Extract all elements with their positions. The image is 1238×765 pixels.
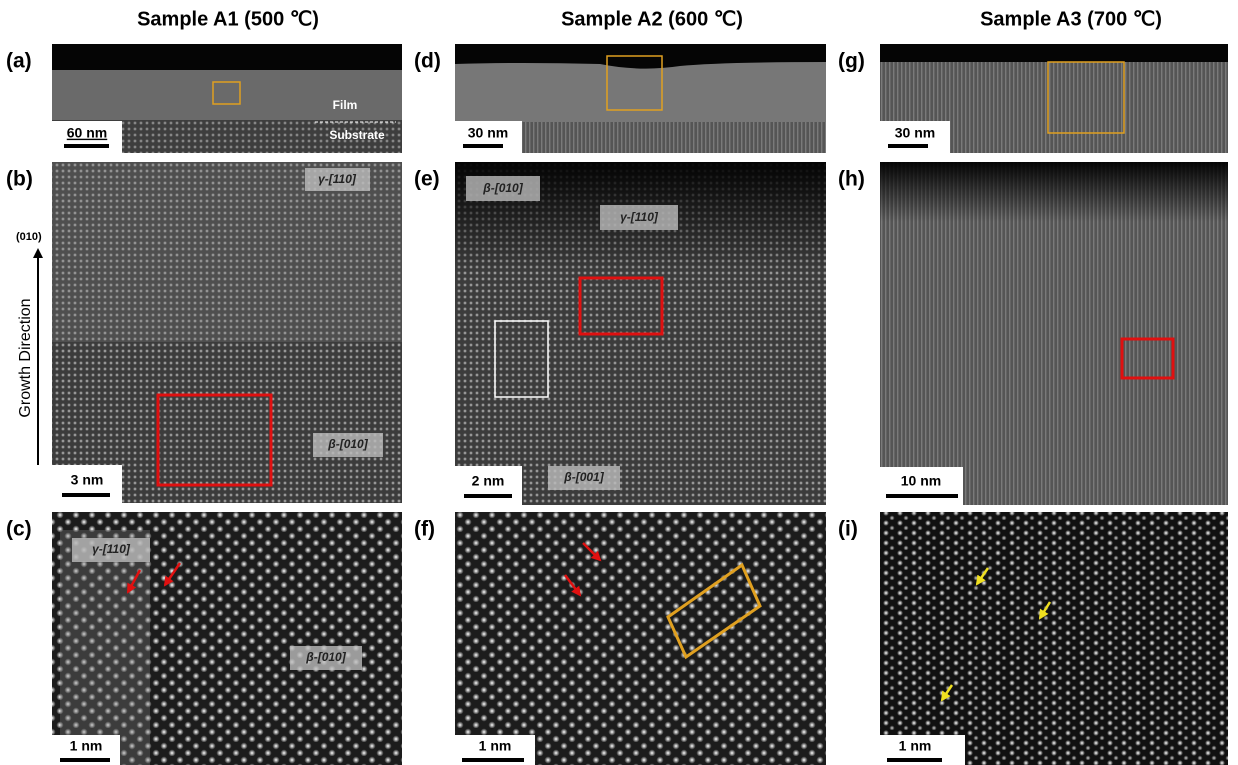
- panel-b: γ-[110] β-[010] 3 nm: [52, 162, 402, 503]
- image-region: [52, 70, 402, 120]
- panel-letter: (e): [414, 168, 440, 191]
- panel-letter: (i): [838, 518, 858, 541]
- scale-bar-label: 2 nm: [472, 473, 505, 489]
- scale-bar: [462, 758, 524, 762]
- scale-bar: [887, 758, 942, 762]
- image-region: [880, 162, 1228, 222]
- scale-bar: [463, 144, 503, 148]
- panel-letter: (h): [838, 168, 865, 191]
- phase-label: β-[010]: [327, 437, 368, 451]
- scale-bar: [888, 144, 928, 148]
- panel-i: 1 nm: [880, 512, 1228, 765]
- panel-letter: (d): [414, 50, 441, 73]
- scale-bar-label: 3 nm: [71, 472, 104, 488]
- scale-bar-label: 1 nm: [70, 738, 103, 754]
- scale-bar: [64, 144, 109, 148]
- column-title: Sample A2 (600 ℃): [561, 8, 743, 30]
- scale-bar-label: 10 nm: [901, 473, 941, 489]
- phase-label: γ-[110]: [620, 210, 659, 224]
- direction-text: Growth Direction: [17, 298, 34, 417]
- region-label: Film: [333, 98, 358, 112]
- panel-letter: (b): [6, 168, 33, 191]
- scale-bar-label: 30 nm: [895, 125, 935, 141]
- scale-bar: [62, 493, 110, 497]
- image-region: [60, 530, 150, 765]
- scale-bar-label: 30 nm: [468, 125, 508, 141]
- panel-letter: (c): [6, 518, 32, 541]
- panel-a: Film Substrate 60 nm: [52, 44, 402, 153]
- phase-label: β-[010]: [305, 650, 346, 664]
- phase-label: β-[010]: [482, 181, 523, 195]
- panel-c: γ-[110] β-[010] 1 nm: [52, 512, 402, 765]
- panel-letter: (a): [6, 50, 32, 73]
- panel-letter: (g): [838, 50, 865, 73]
- panel-f: 1 nm: [455, 512, 826, 765]
- column-title: Sample A3 (700 ℃): [980, 8, 1162, 30]
- image-region: [880, 44, 1228, 62]
- phase-label: γ-[110]: [92, 542, 131, 556]
- phase-label: γ-[110]: [318, 172, 357, 186]
- scale-bar-label: 1 nm: [479, 738, 512, 754]
- panel-letter: (f): [414, 518, 435, 541]
- figure: Sample A1 (500 ℃) Sample A2 (600 ℃) Samp…: [0, 0, 1238, 765]
- phase-label: β-[001]: [563, 470, 604, 484]
- image: [455, 512, 826, 765]
- panel-g: 30 nm: [880, 44, 1228, 153]
- panel-h: 10 nm: [880, 162, 1228, 505]
- image-region: [52, 44, 402, 70]
- scale-bar: [464, 494, 512, 498]
- panel-e: β-[010] γ-[110] β-[001] 2 nm: [455, 162, 826, 505]
- scale-bar-label: 60 nm: [67, 125, 107, 141]
- scale-bar-label: 1 nm: [899, 738, 932, 754]
- scale-bar: [60, 758, 110, 762]
- direction-label: (010): [16, 231, 42, 243]
- scale-bar: [886, 494, 958, 498]
- image: [880, 512, 1228, 765]
- panel-d: 30 nm: [455, 44, 826, 153]
- column-title: Sample A1 (500 ℃): [137, 8, 319, 30]
- region-label: Substrate: [329, 128, 385, 142]
